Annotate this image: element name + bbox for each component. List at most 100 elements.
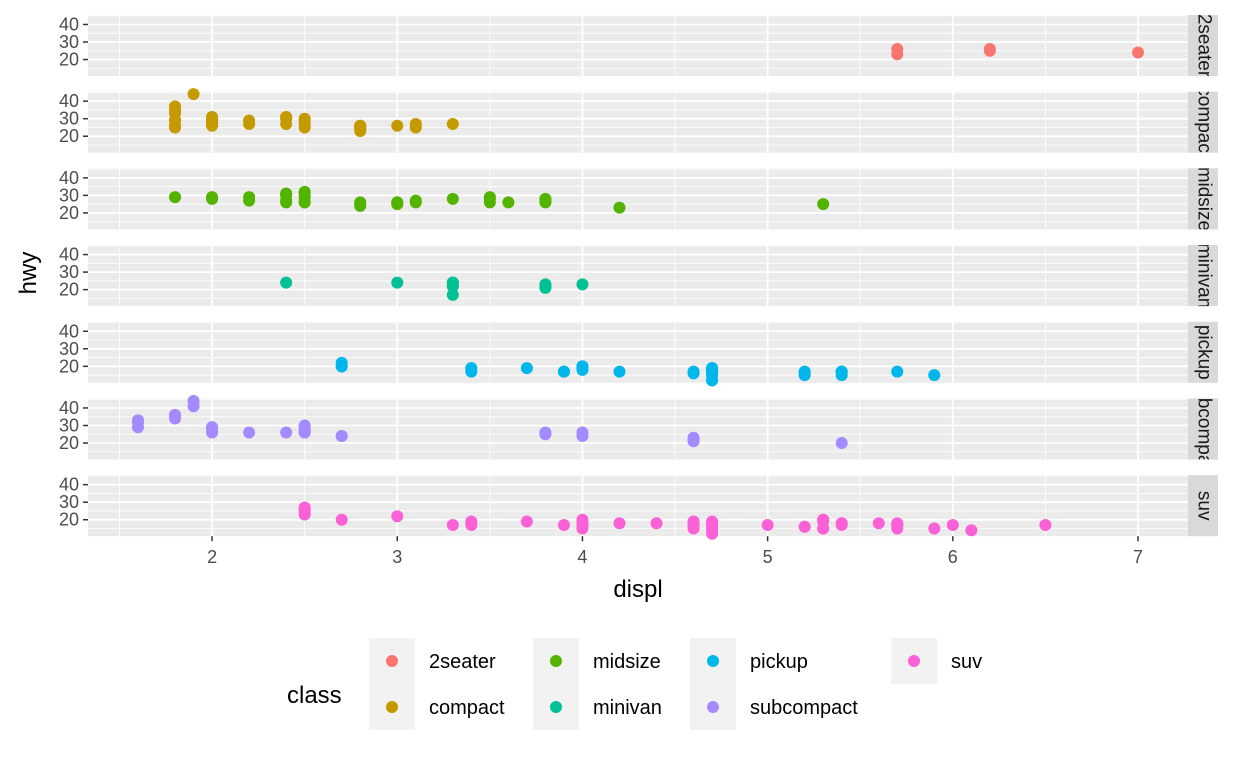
legend-item-minivan: minivan (533, 684, 662, 730)
data-point (465, 362, 478, 375)
legend-swatch (707, 701, 719, 713)
data-point (446, 518, 459, 531)
y-tick-label: 30 (59, 415, 79, 435)
data-point (206, 423, 219, 435)
data-point (446, 276, 459, 289)
legend-swatch (550, 701, 562, 713)
legend-label: midsize (593, 651, 661, 673)
facet-strip-label: compact (1194, 86, 1215, 159)
y-tick-label: 30 (59, 32, 79, 52)
data-point (983, 44, 996, 57)
y-tick-label: 30 (59, 262, 79, 282)
legend-label: subcompact (750, 697, 858, 719)
legend-item-compact: compact (369, 684, 505, 730)
y-tick-label: 20 (59, 280, 79, 300)
legend-items: 2seater compact midsize minivan pickup subcom… (369, 638, 982, 730)
data-point (576, 360, 589, 373)
data-point (243, 191, 256, 204)
legend-label: pickup (750, 651, 808, 673)
facet-strip (1188, 475, 1218, 537)
data-point (520, 515, 533, 528)
data-point (650, 517, 663, 530)
data-point (576, 430, 589, 443)
data-point (761, 518, 774, 531)
data-point (965, 524, 978, 537)
facet-strip (1188, 398, 1218, 460)
data-point (502, 196, 515, 209)
x-tick-label: 7 (1133, 547, 1143, 567)
legend-swatch (386, 655, 398, 667)
data-point (446, 117, 459, 130)
data-point (335, 513, 348, 526)
data-point (613, 365, 626, 378)
facet-strip-label: suv (1194, 491, 1215, 521)
data-point (539, 194, 552, 207)
data-point (280, 196, 293, 209)
x-axis: 2 3 4 5 6 7 (207, 536, 1143, 567)
facet-strip-label: minivan (1194, 243, 1215, 308)
data-point (354, 199, 367, 212)
data-point (280, 187, 293, 200)
data-point (280, 426, 293, 439)
data-point (335, 356, 348, 369)
y-tick-label: 40 (59, 168, 79, 188)
y-tick-label: 30 (59, 185, 79, 205)
y-tick-label: 20 (59, 433, 79, 453)
data-point (817, 198, 830, 211)
legend-swatch (550, 655, 562, 667)
y-tick-label: 40 (59, 475, 79, 495)
data-point (206, 191, 219, 204)
data-point (354, 124, 367, 137)
legend-title: class (287, 682, 342, 709)
y-tick-label: 40 (59, 14, 79, 34)
x-axis-title: displ (613, 576, 662, 603)
y-tick-label: 30 (59, 339, 79, 359)
data-point (872, 517, 885, 530)
data-point (280, 112, 293, 125)
data-point (835, 437, 848, 450)
y-tick-label: 20 (59, 126, 79, 146)
facet-strip-label: midsize (1194, 167, 1215, 231)
data-point (187, 88, 200, 101)
data-point (520, 362, 533, 375)
legend-label: compact (429, 697, 505, 719)
y-tick-label: 20 (59, 203, 79, 223)
data-point (798, 365, 811, 378)
data-point (169, 191, 182, 204)
data-point (391, 119, 404, 132)
facet-strip-label: pickup (1194, 325, 1215, 380)
data-point (169, 121, 182, 134)
facet-strip (1188, 15, 1218, 76)
data-point (298, 196, 311, 209)
data-point (298, 114, 311, 127)
data-point (409, 121, 422, 134)
data-point (298, 423, 311, 435)
data-point (539, 278, 552, 291)
legend-swatch (908, 655, 920, 667)
legend-item-2seater: 2seater (369, 638, 496, 684)
data-point (928, 522, 941, 535)
data-point (557, 518, 570, 531)
data-point (613, 517, 626, 530)
facet-strip (1188, 91, 1218, 153)
x-tick-label: 5 (763, 547, 773, 567)
x-tick-label: 2 (207, 547, 217, 567)
x-tick-label: 4 (577, 547, 587, 567)
data-point (280, 276, 293, 289)
data-point (243, 426, 256, 439)
data-point (169, 103, 182, 116)
legend-label: minivan (593, 697, 662, 719)
data-point (206, 114, 219, 127)
data-point (1132, 46, 1144, 59)
data-point (483, 192, 496, 205)
x-tick-label: 6 (948, 547, 958, 567)
legend-item-subcompact: subcompact (690, 684, 858, 730)
y-tick-label: 40 (59, 245, 79, 265)
